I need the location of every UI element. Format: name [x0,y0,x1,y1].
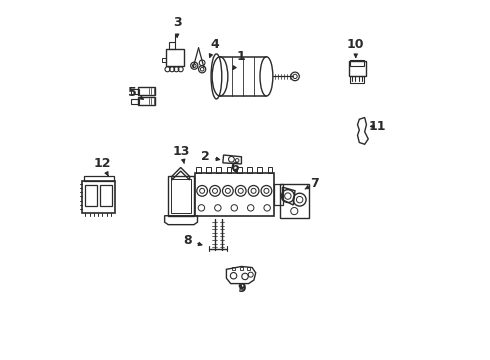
Bar [168,176,194,216]
Text: 2: 2 [201,150,220,163]
Text: 12: 12 [94,157,111,176]
Bar [273,184,283,205]
Text: 6: 6 [230,161,239,174]
Bar [84,176,114,181]
Text: 4: 4 [209,38,219,57]
Bar [350,60,364,66]
Bar [82,181,115,213]
Text: 5: 5 [128,86,144,99]
Bar [268,167,272,173]
Bar [162,58,167,62]
Bar [131,89,139,94]
Text: 8: 8 [184,234,202,247]
Text: 9: 9 [237,283,246,296]
Bar [138,97,155,105]
Bar [280,184,309,217]
Bar [131,99,139,104]
Text: 7: 7 [305,177,319,190]
Bar [138,87,155,95]
Bar [247,267,250,270]
Bar [100,185,113,206]
Bar [232,267,235,270]
Text: 3: 3 [173,16,181,37]
Text: 13: 13 [173,145,190,163]
Text: 10: 10 [347,38,365,57]
Bar [169,42,174,49]
Bar [196,167,201,173]
Bar [217,167,221,173]
Bar [166,49,184,66]
Bar [257,167,262,173]
Bar [227,167,231,173]
Bar [348,62,366,76]
Bar [206,167,211,173]
Text: 11: 11 [368,120,386,133]
Bar [247,167,252,173]
Text: 1: 1 [233,50,246,69]
Bar [171,179,191,213]
Bar [350,76,364,83]
Bar [237,167,242,173]
Bar [240,267,243,270]
Bar [195,173,273,216]
Bar [85,185,97,206]
